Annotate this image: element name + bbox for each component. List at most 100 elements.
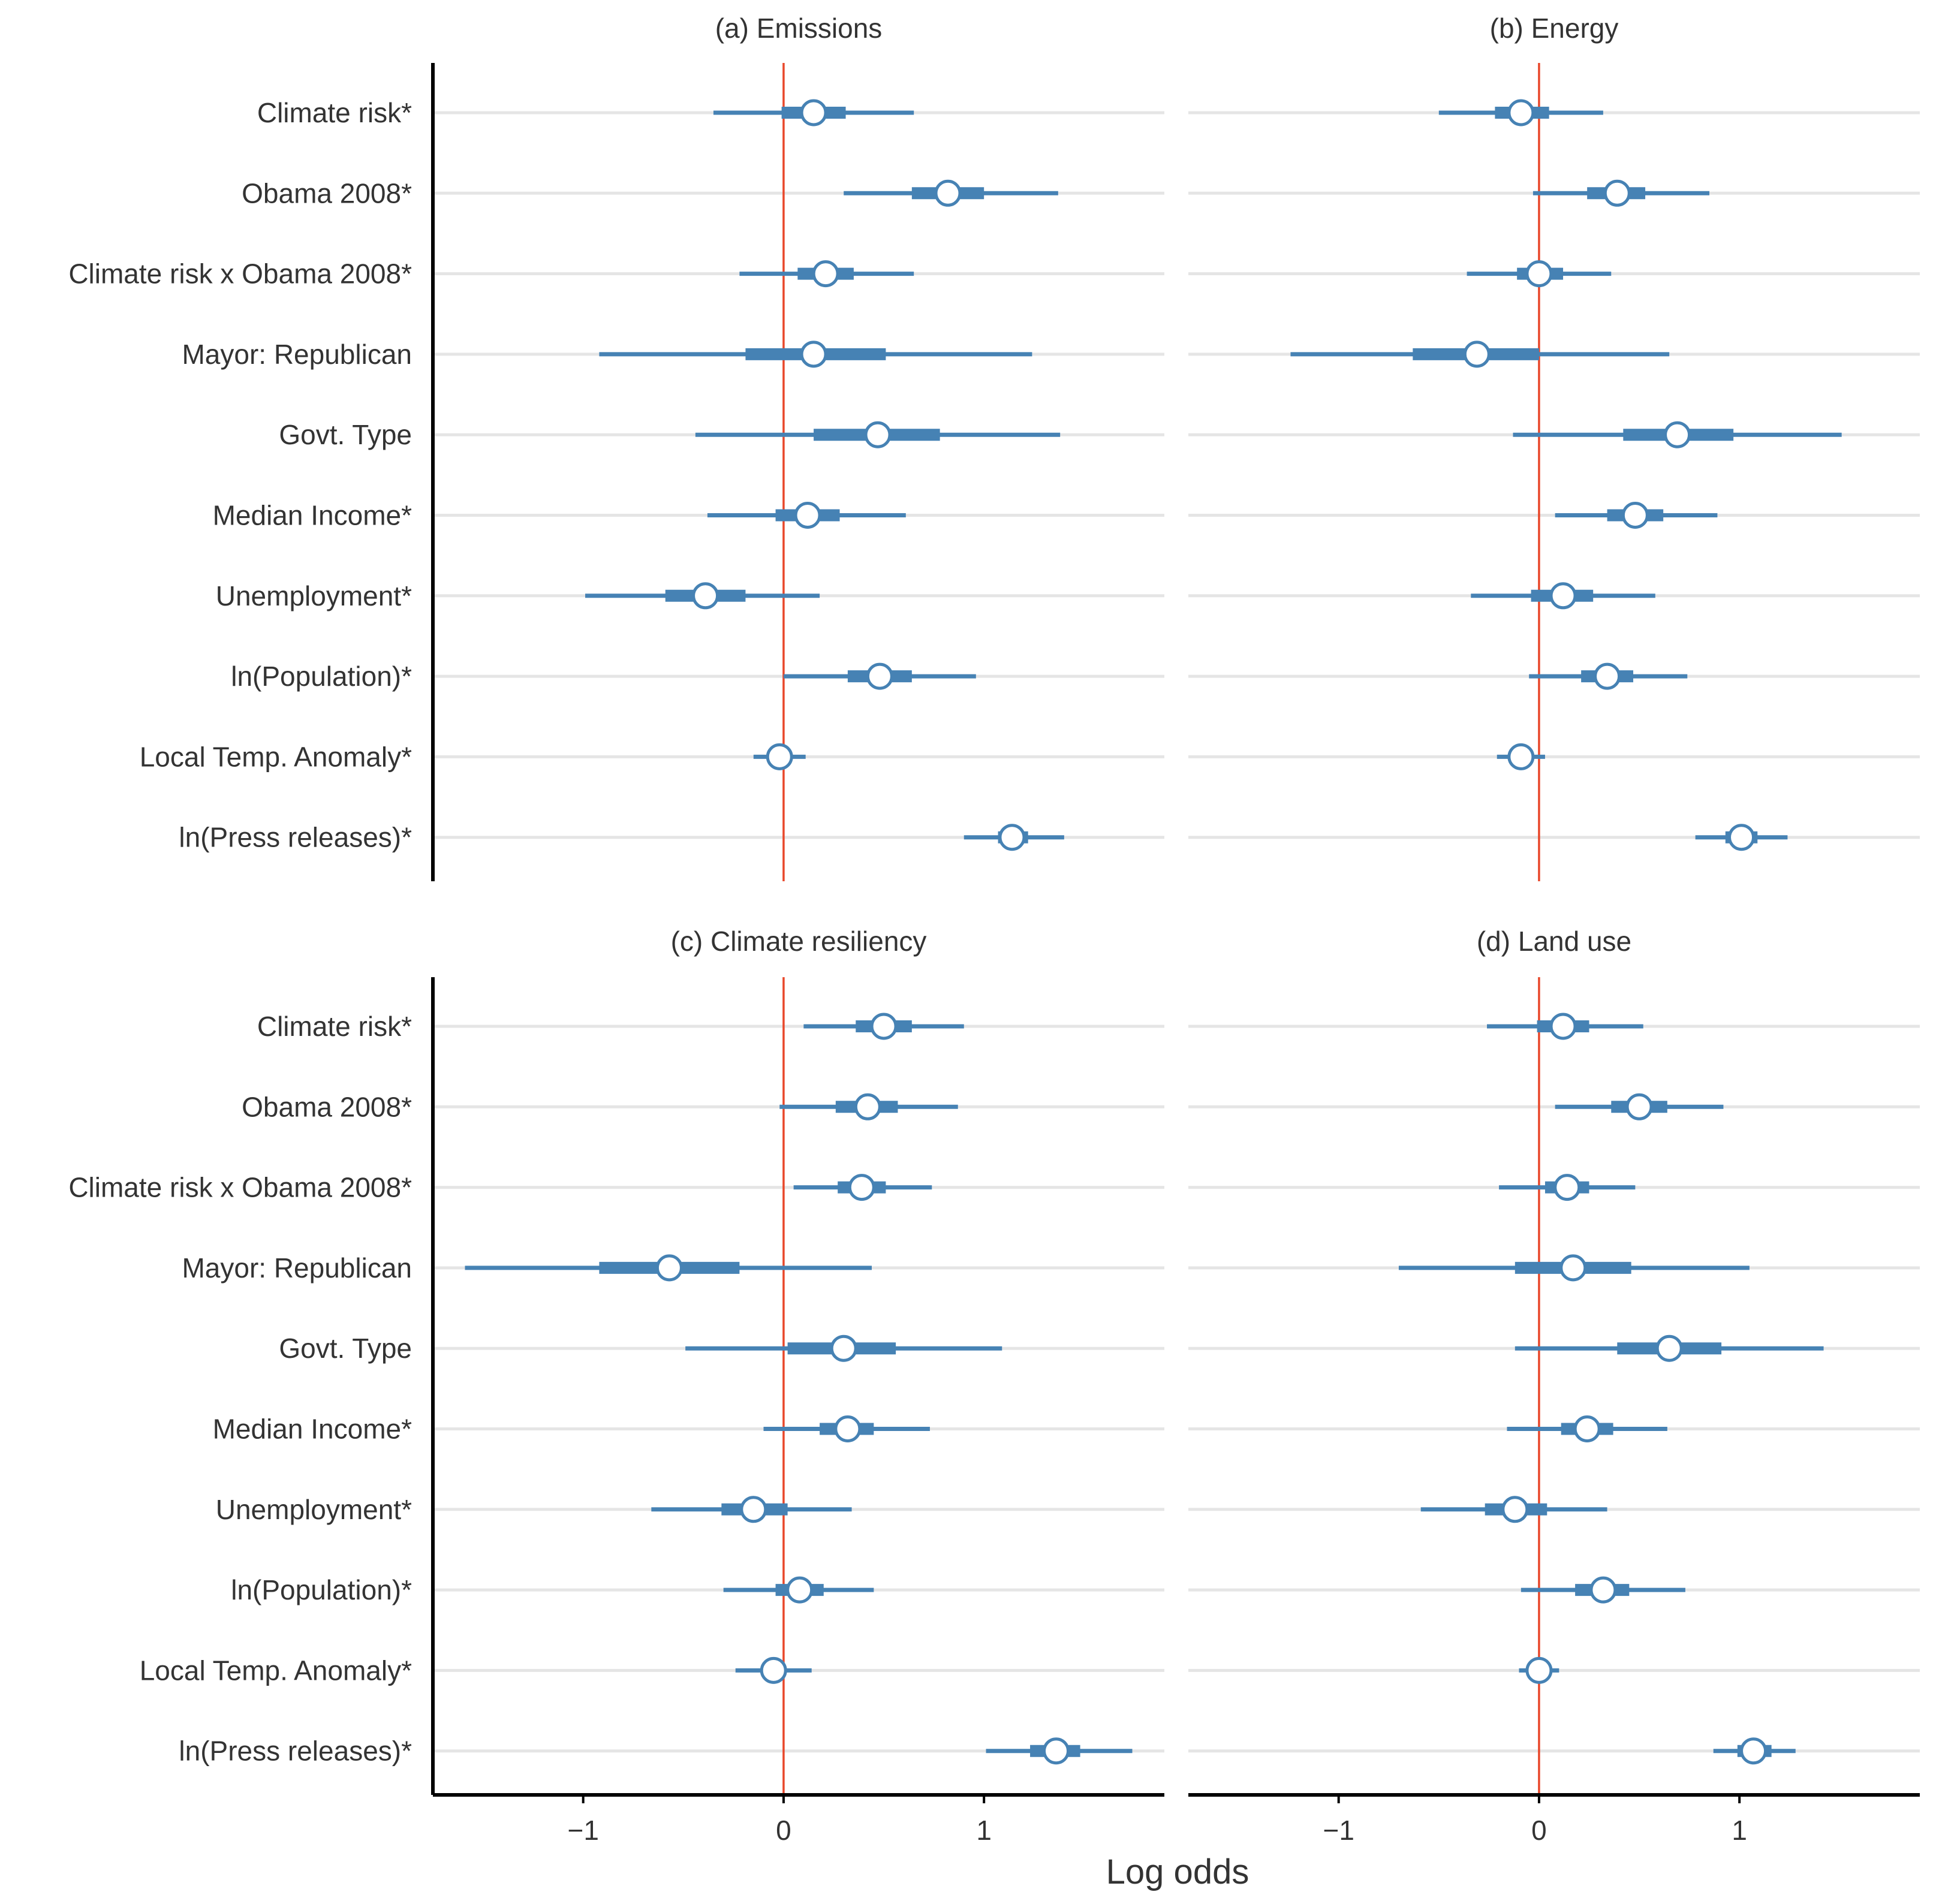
point-estimate-marker [760, 1656, 787, 1684]
row-label: Climate risk* [257, 97, 412, 128]
point-estimate-marker [1507, 99, 1535, 126]
estimate-5 [1513, 421, 1842, 448]
row-label: Obama 2008* [242, 1091, 412, 1122]
row-label: Local Temp. Anomaly* [140, 1655, 412, 1686]
point-estimate-marker [1603, 179, 1631, 207]
row-label: Mayor: Republican [182, 339, 412, 370]
point-estimate-marker [1549, 582, 1577, 610]
row-label: Climate risk x Obama 2008* [68, 1172, 412, 1203]
plot-root: (a) Emissions Climate risk* Obama 2008* Cli… [68, 13, 1920, 1846]
estimate-1 [803, 1013, 964, 1040]
point-estimate-marker [800, 99, 827, 126]
point-estimate-marker [1549, 1013, 1577, 1040]
estimate-9 [1497, 743, 1545, 770]
row-label: ln(Press releases)* [179, 822, 412, 853]
row-label: Obama 2008* [242, 177, 412, 209]
point-estimate-marker [800, 341, 827, 368]
row-label: Mayor: Republican [182, 1252, 412, 1284]
point-estimate-marker [1625, 1093, 1653, 1120]
estimate-8 [1520, 1576, 1685, 1604]
x-tick-label: −1 [1323, 1815, 1354, 1846]
estimate-5 [695, 421, 1061, 448]
estimate-10 [1695, 824, 1788, 851]
estimate-1 [713, 99, 914, 126]
point-estimate-marker [655, 1254, 683, 1282]
row-label: Govt. Type [279, 1333, 412, 1364]
estimate-2 [779, 1093, 958, 1120]
estimate-3 [793, 1174, 932, 1201]
point-estimate-marker [740, 1496, 767, 1523]
point-estimate-marker [1525, 1656, 1553, 1684]
estimate-4 [1398, 1254, 1750, 1282]
panel-title: (b) Energy [1490, 13, 1619, 44]
point-estimate-marker [1740, 1737, 1768, 1765]
estimate-7 [1420, 1496, 1607, 1523]
point-estimate-marker [1664, 421, 1691, 448]
estimate-6 [1555, 502, 1718, 529]
point-estimate-marker [866, 662, 893, 690]
x-tick-label: 1 [976, 1815, 992, 1846]
point-estimate-marker [834, 1415, 862, 1442]
x-tick-label: 0 [1531, 1815, 1547, 1846]
estimate-10 [1713, 1737, 1796, 1765]
point-estimate-marker [1589, 1576, 1617, 1604]
point-estimate-marker [692, 582, 719, 610]
row-label: ln(Population)* [231, 661, 412, 692]
estimate-7 [651, 1496, 852, 1523]
row-label: Unemployment* [216, 580, 412, 611]
point-estimate-marker [830, 1334, 857, 1362]
estimate-8 [1529, 662, 1688, 690]
point-estimate-marker [1463, 341, 1491, 368]
x-tick-label: −1 [567, 1815, 598, 1846]
x-axis-title: Log odds [1106, 1852, 1249, 1891]
estimate-1 [1487, 1013, 1643, 1040]
row-label: ln(Press releases)* [179, 1736, 412, 1767]
estimate-9 [735, 1656, 812, 1684]
point-estimate-marker [854, 1093, 881, 1120]
point-estimate-marker [870, 1013, 898, 1040]
estimate-4 [1290, 341, 1670, 368]
row-label: Climate risk x Obama 2008* [68, 258, 412, 290]
point-estimate-marker [766, 743, 793, 770]
estimate-7 [585, 582, 820, 610]
panel-d: (d) Land use −1 0 1 [1188, 926, 1920, 1846]
estimate-9 [1519, 1656, 1559, 1684]
point-estimate-marker [1559, 1254, 1587, 1282]
point-estimate-marker [1501, 1496, 1529, 1523]
point-estimate-marker [794, 502, 821, 529]
estimate-3 [739, 260, 914, 288]
point-estimate-marker [1655, 1334, 1683, 1362]
panel-a: (a) Emissions Climate risk* Obama 2008* Cli… [68, 13, 1164, 881]
estimate-7 [1471, 582, 1655, 610]
estimate-5 [1515, 1334, 1824, 1362]
estimate-1 [1438, 99, 1603, 126]
estimate-2 [1555, 1093, 1724, 1120]
row-label: Median Income* [213, 1414, 412, 1445]
estimate-4 [599, 341, 1032, 368]
point-estimate-marker [786, 1576, 814, 1604]
estimate-3 [1467, 260, 1612, 288]
estimate-10 [986, 1737, 1133, 1765]
point-estimate-marker [1043, 1737, 1070, 1765]
point-estimate-marker [812, 260, 839, 288]
row-label: Govt. Type [279, 419, 412, 450]
row-label: Median Income* [213, 500, 412, 531]
x-tick-label: 0 [776, 1815, 791, 1846]
point-estimate-marker [1525, 260, 1553, 288]
row-label: Unemployment* [216, 1494, 412, 1525]
point-estimate-marker [1553, 1174, 1581, 1201]
point-estimate-marker [1594, 662, 1621, 690]
panel-c: (c) Climate resiliency Climate risk* Obama… [68, 926, 1164, 1846]
point-estimate-marker [864, 421, 892, 448]
point-estimate-marker [848, 1174, 875, 1201]
estimate-4 [465, 1254, 872, 1282]
point-estimate-marker [934, 179, 962, 207]
row-label: Local Temp. Anomaly* [140, 741, 412, 772]
panel-title: (d) Land use [1477, 926, 1631, 957]
panel-title: (c) Climate resiliency [671, 926, 927, 957]
panel-title: (a) Emissions [715, 13, 883, 44]
point-estimate-marker [1728, 824, 1756, 851]
row-label: Climate risk* [257, 1011, 412, 1042]
estimate-5 [685, 1334, 1002, 1362]
